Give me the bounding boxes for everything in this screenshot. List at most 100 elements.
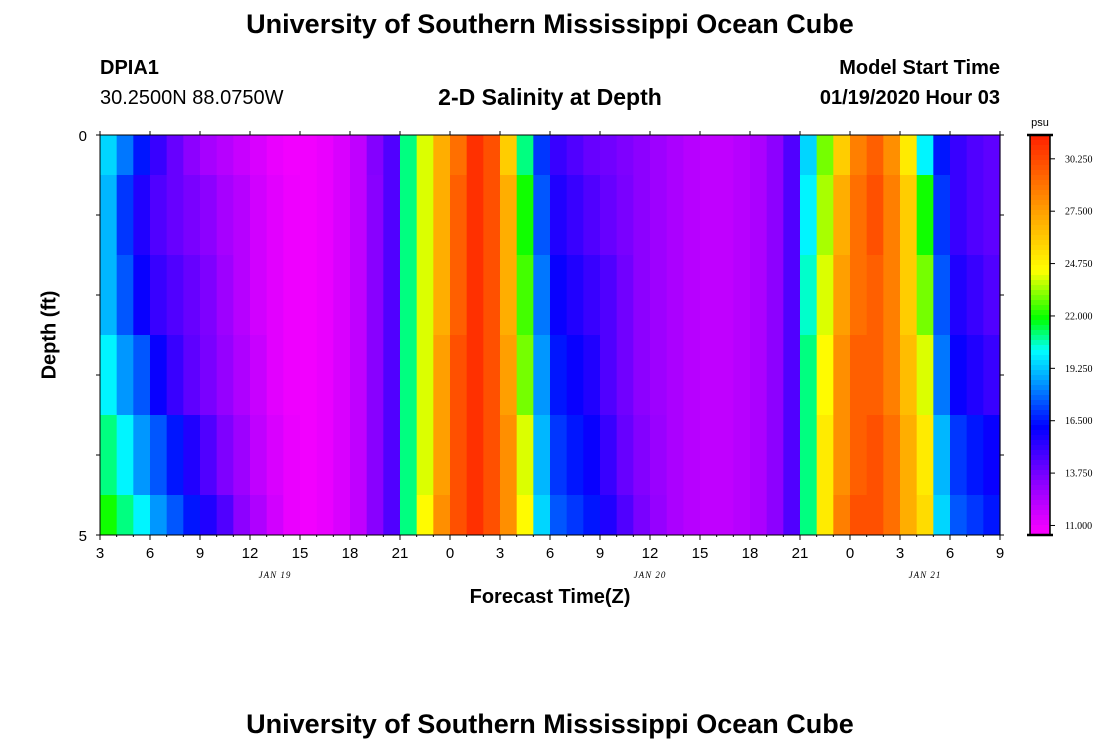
heatmap-cell: [966, 415, 984, 495]
heatmap-cell: [883, 495, 901, 535]
heatmap-cell: [766, 335, 784, 415]
heatmap-cell: [333, 335, 351, 415]
heatmap-cell: [516, 415, 534, 495]
x-tick-label: 0: [446, 545, 454, 562]
heatmap-cell: [250, 135, 268, 175]
heatmap-cell: [983, 335, 1001, 415]
heatmap-cell: [533, 415, 551, 495]
colorbar-segment: [1030, 520, 1050, 526]
heatmap-cell: [683, 415, 701, 495]
x-tick-label: 21: [392, 545, 409, 562]
heatmap-cell: [616, 135, 634, 175]
heatmap-cell: [216, 255, 234, 335]
colorbar-segment: [1030, 200, 1050, 206]
heatmap-cell: [850, 415, 868, 495]
heatmap-cell: [166, 415, 184, 495]
heatmap-cell: [950, 255, 968, 335]
heatmap-cell: [600, 135, 618, 175]
heatmap-cell: [183, 175, 201, 255]
heatmap-cell: [750, 495, 768, 535]
heatmap-cell: [433, 495, 451, 535]
colorbar-segment: [1030, 280, 1050, 286]
x-tick-label: 3: [896, 545, 904, 562]
heatmap-cell: [250, 415, 268, 495]
heatmap-cell: [266, 175, 284, 255]
heatmap-cell: [816, 135, 834, 175]
heatmap-cell: [283, 135, 301, 175]
heatmap-cell: [783, 335, 801, 415]
heatmap-cell: [900, 335, 918, 415]
heatmap-cell: [516, 335, 534, 415]
heatmap-cell: [816, 175, 834, 255]
colorbar-segment: [1030, 175, 1050, 181]
heatmap-cell: [150, 255, 168, 335]
heatmap-cell: [650, 335, 668, 415]
heatmap-cell: [450, 135, 468, 175]
heatmap-cell: [983, 415, 1001, 495]
heatmap-cell: [716, 135, 734, 175]
heatmap-cell: [800, 255, 818, 335]
heatmap-cell: [766, 135, 784, 175]
heatmap-cell: [366, 335, 384, 415]
heatmap-cell: [800, 415, 818, 495]
colorbar-segment: [1030, 430, 1050, 436]
x-tick-label: 3: [496, 545, 504, 562]
heatmap-cell: [500, 415, 518, 495]
heatmap-cell: [283, 495, 301, 535]
heatmap-cell: [400, 135, 418, 175]
heatmap-cell: [416, 495, 434, 535]
colorbar-segment: [1030, 485, 1050, 491]
colorbar-segment: [1030, 325, 1050, 331]
heatmap-cell: [150, 415, 168, 495]
heatmap-cell: [466, 335, 484, 415]
colorbar-segment: [1030, 380, 1050, 386]
colorbar-segment: [1030, 305, 1050, 311]
heatmap-cell: [533, 335, 551, 415]
colorbar-segment: [1030, 435, 1050, 441]
heatmap-cell: [383, 495, 401, 535]
heatmap-cell: [733, 415, 751, 495]
heatmap-cell: [666, 335, 684, 415]
heatmap-cell: [916, 415, 934, 495]
colorbar-segment: [1030, 445, 1050, 451]
colorbar-segment: [1030, 420, 1050, 426]
colorbar-segment: [1030, 525, 1050, 531]
y-tick-label: 5: [79, 528, 87, 545]
heatmap-cell: [333, 415, 351, 495]
x-tick-label: 18: [742, 545, 759, 562]
colorbar-segment: [1030, 205, 1050, 211]
heatmap-cell: [416, 415, 434, 495]
heatmap-cell: [116, 495, 134, 535]
heatmap-cell: [100, 415, 118, 495]
heatmap-cell: [150, 495, 168, 535]
heatmap-cell: [750, 175, 768, 255]
y-tick-label: 0: [79, 128, 87, 145]
heatmap-cell: [600, 495, 618, 535]
heatmap-cell: [933, 335, 951, 415]
heatmap-cell: [500, 495, 518, 535]
colorbar-tick-label: 30.250: [1065, 154, 1093, 165]
heatmap-cell: [350, 135, 368, 175]
colorbar-segment: [1030, 340, 1050, 346]
colorbar-segment: [1030, 460, 1050, 466]
heatmap-cell: [633, 255, 651, 335]
heatmap-cell: [850, 175, 868, 255]
heatmap-cell: [866, 335, 884, 415]
chart-title: 2-D Salinity at Depth: [438, 84, 662, 110]
heatmap-cell: [183, 255, 201, 335]
heatmap-cell: [233, 415, 251, 495]
heatmap-cell: [683, 495, 701, 535]
heatmap-cell: [600, 175, 618, 255]
colorbar-tick-label: 16.500: [1065, 416, 1093, 427]
heatmap-cell: [583, 335, 601, 415]
heatmap-cell: [550, 335, 568, 415]
x-tick-label: 15: [292, 545, 309, 562]
heatmap-cell: [933, 175, 951, 255]
heatmap-cell: [933, 495, 951, 535]
colorbar-segment: [1030, 480, 1050, 486]
heatmap-cell: [933, 255, 951, 335]
heatmap-cell: [900, 135, 918, 175]
heatmap-cell: [450, 335, 468, 415]
heatmap-cell: [583, 135, 601, 175]
heatmap-cell: [433, 335, 451, 415]
